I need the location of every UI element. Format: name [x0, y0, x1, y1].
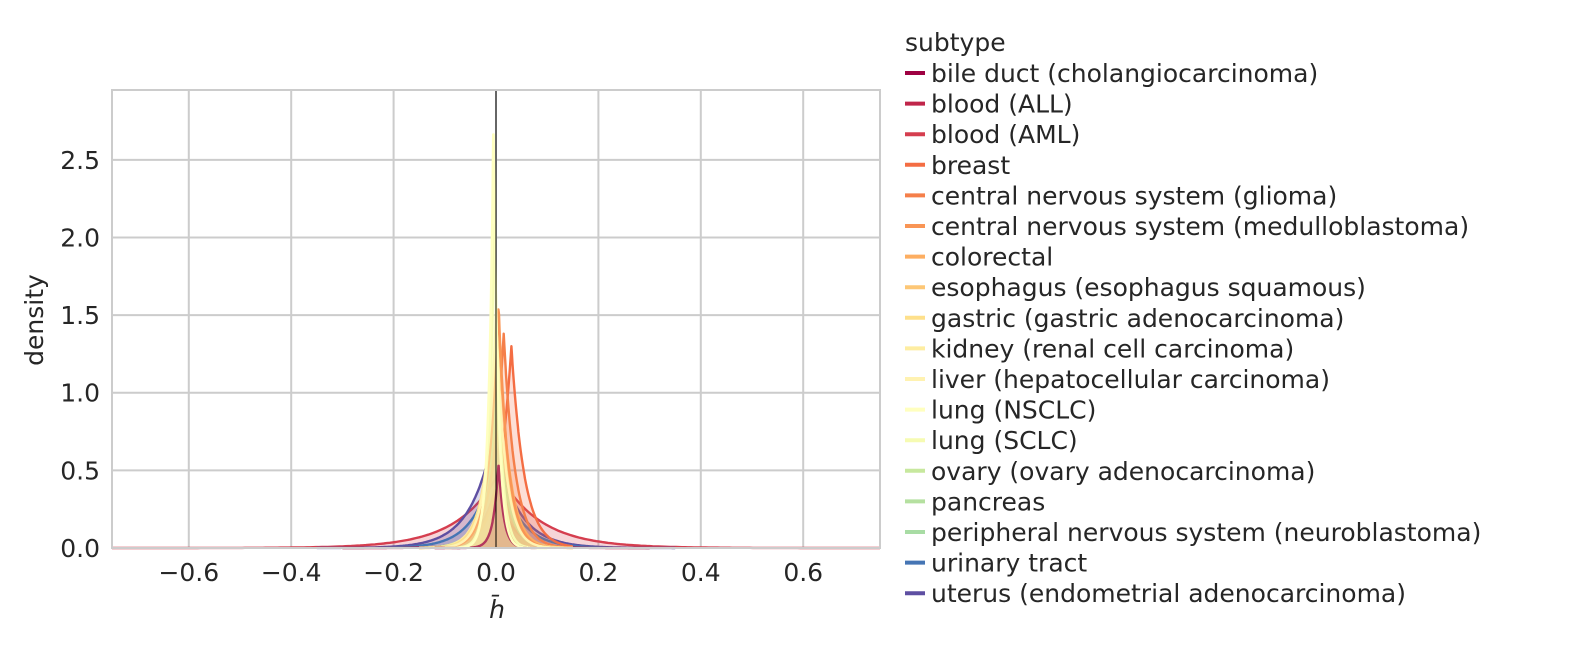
x-tick-label: 0.6 — [783, 558, 823, 587]
legend-label: central nervous system (medulloblastoma) — [931, 212, 1469, 241]
legend-label: esophagus (esophagus squamous) — [931, 273, 1366, 302]
x-tick-label: −0.6 — [158, 558, 219, 587]
legend-label: lung (NSCLC) — [931, 396, 1096, 425]
x-tick-labels: −0.6 −0.4 −0.2 0.0 0.2 0.4 0.6 — [158, 558, 823, 587]
legend-label: urinary tract — [931, 549, 1087, 578]
x-axis-title: h̄ — [489, 594, 505, 624]
y-tick-labels: 0.0 0.5 1.0 1.5 2.0 2.5 — [60, 146, 100, 563]
legend-label: uterus (endometrial adenocarcinoma) — [931, 579, 1406, 608]
legend-label: kidney (renal cell carcinoma) — [931, 334, 1294, 363]
y-axis-title: density — [20, 274, 49, 366]
legend-label: blood (ALL) — [931, 90, 1073, 119]
legend-label: gastric (gastric adenocarcinoma) — [931, 304, 1344, 333]
legend-label: peripheral nervous system (neuroblastoma… — [931, 518, 1481, 547]
legend-label: colorectal — [931, 243, 1053, 272]
x-tick-label: 0.0 — [476, 558, 516, 587]
plot-area: −0.6 −0.4 −0.2 0.0 0.2 0.4 0.6 0.0 0.5 1.0 1.5 2.0… — [60, 89, 881, 587]
legend-label: ovary (ovary adenocarcinoma) — [931, 457, 1315, 486]
y-tick-label: 0.0 — [60, 534, 100, 563]
y-tick-label: 0.5 — [60, 456, 100, 485]
x-tick-label: −0.2 — [363, 558, 424, 587]
legend-label: breast — [931, 151, 1010, 180]
legend-label: liver (hepatocellular carcinoma) — [931, 365, 1330, 394]
y-tick-label: 2.5 — [60, 146, 100, 175]
legend-label: lung (SCLC) — [931, 426, 1078, 455]
y-tick-label: 2.0 — [60, 223, 100, 252]
legend-label: central nervous system (glioma) — [931, 181, 1337, 210]
legend-label: blood (AML) — [931, 120, 1080, 149]
legend: subtype bile duct (cholangiocarcinoma)bl… — [905, 28, 1481, 608]
legend-label: pancreas — [931, 487, 1045, 516]
y-tick-label: 1.5 — [60, 301, 100, 330]
y-tick-label: 1.0 — [60, 379, 100, 408]
x-tick-label: 0.2 — [579, 558, 619, 587]
legend-label: bile duct (cholangiocarcinoma) — [931, 59, 1318, 88]
plot-frame — [111, 89, 881, 549]
legend-title: subtype — [905, 28, 1006, 57]
legend-items: bile duct (cholangiocarcinoma)blood (ALL… — [905, 59, 1481, 608]
x-tick-label: −0.4 — [261, 558, 322, 587]
x-tick-label: 0.4 — [681, 558, 721, 587]
